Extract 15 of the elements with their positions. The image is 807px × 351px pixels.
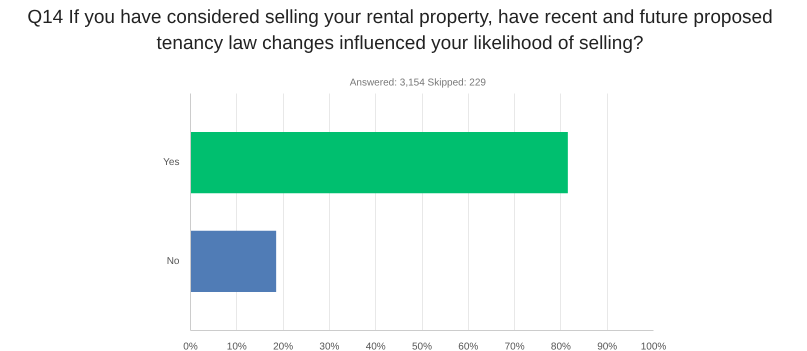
x-tick-label: 60% xyxy=(458,342,478,351)
x-tick-label: 50% xyxy=(412,342,432,351)
x-tick-label: 0% xyxy=(183,342,198,351)
y-tick-label: No xyxy=(166,256,180,267)
x-tick-label: 30% xyxy=(319,342,340,351)
x-tick-label: 10% xyxy=(226,342,247,351)
chart-title: Q14 If you have considered selling your rental property, have recent and future proposed tenancy law changes influenced your likelihood of selling? xyxy=(26,6,774,56)
x-tick-label: 70% xyxy=(504,342,525,351)
x-tick-label: 100% xyxy=(640,342,666,351)
x-tick-label: 20% xyxy=(273,342,294,351)
y-tick-label: Yes xyxy=(163,157,180,168)
x-tick-label: 80% xyxy=(550,342,572,351)
x-tick-label: 40% xyxy=(366,342,386,351)
chart-subtitle: Answered: 3,154 Skipped: 229 xyxy=(350,78,486,88)
x-tick-label: 90% xyxy=(597,342,618,351)
